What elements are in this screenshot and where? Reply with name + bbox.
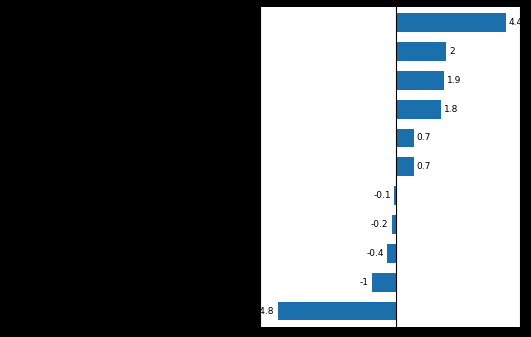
Text: 1.8: 1.8 (444, 104, 458, 114)
Bar (278, 302, 397, 320)
Bar (394, 186, 397, 205)
Text: -0.1: -0.1 (373, 191, 391, 200)
Text: 1.9: 1.9 (447, 76, 461, 85)
Text: -0.4: -0.4 (366, 249, 383, 258)
Text: -1: -1 (359, 278, 369, 287)
Bar (397, 129, 414, 147)
Text: -0.2: -0.2 (371, 220, 389, 229)
Text: -4.8: -4.8 (257, 307, 275, 315)
Bar (397, 100, 441, 119)
Text: 4.4: 4.4 (509, 18, 523, 27)
Text: 0.7: 0.7 (417, 133, 431, 143)
Bar (391, 215, 397, 234)
Bar (397, 13, 506, 32)
Text: 0.7: 0.7 (417, 162, 431, 171)
Text: 2: 2 (449, 47, 455, 56)
Bar (372, 273, 397, 292)
Bar (397, 71, 443, 90)
Bar (397, 157, 414, 176)
Bar (387, 244, 397, 263)
Bar (397, 42, 446, 61)
